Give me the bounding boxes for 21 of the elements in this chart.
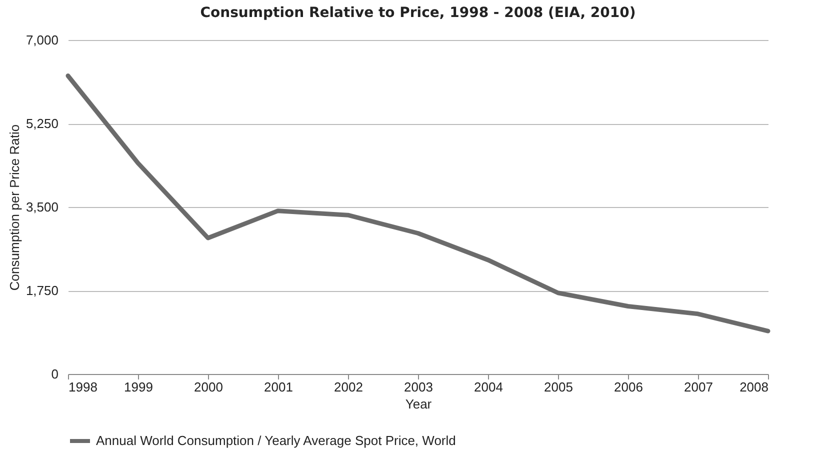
- y-tick-label: 3,500: [26, 200, 58, 214]
- y-tick-label: 1,750: [26, 283, 58, 298]
- x-tick-label: 2007: [684, 380, 713, 394]
- x-tick-label: 2005: [544, 380, 573, 394]
- x-tick-label: 2000: [194, 380, 223, 394]
- chart-title: Consumption Relative to Price, 1998 - 2008 (EIA, 2010): [200, 5, 636, 21]
- y-tick-label: 7,000: [26, 32, 58, 48]
- x-tick-label: 2004: [474, 380, 503, 394]
- x-tick-label: 2002: [334, 380, 363, 394]
- x-tick-label: 1998: [68, 380, 98, 394]
- x-axis-title: Year: [405, 396, 432, 412]
- y-tick-label: 5,250: [26, 116, 58, 131]
- x-tick-label: 2008: [740, 380, 768, 394]
- y-tick-label: 0: [51, 366, 58, 382]
- x-tick-label: 1999: [124, 380, 153, 394]
- legend-label: Annual World Consumption / Yearly Average Spot Price, World: [96, 433, 456, 448]
- x-tick-label: 2006: [614, 380, 643, 394]
- y-axis-title: Consumption per Price Ratio: [6, 124, 22, 291]
- line-series: [66, 74, 770, 334]
- x-tick-label: 2001: [264, 380, 293, 394]
- x-tick-label: 2003: [404, 380, 433, 394]
